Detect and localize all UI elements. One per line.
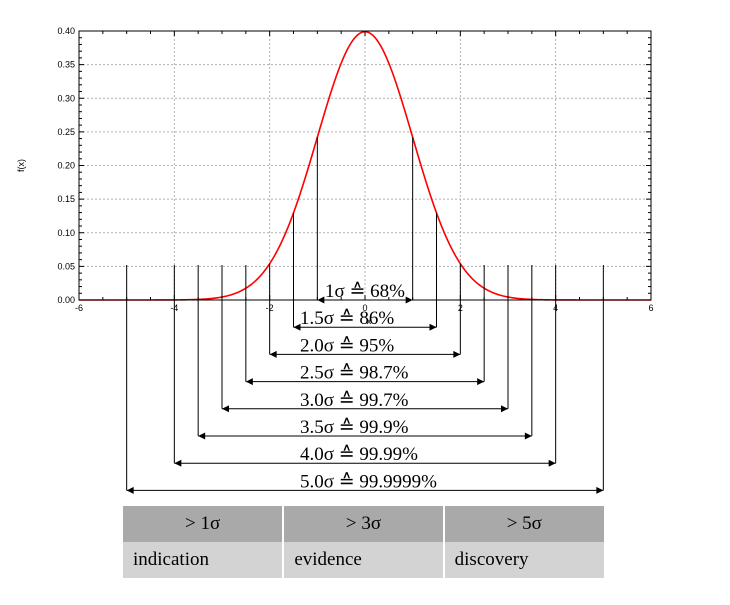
significance-term-row: indication evidence discovery (123, 542, 604, 578)
y-tick-label: 0.00 (57, 295, 75, 305)
significance-header-row: > 1σ > 3σ > 5σ (123, 506, 604, 542)
x-axis-label: x (367, 316, 372, 326)
y-tick-label: 0.10 (57, 228, 75, 238)
header-3sigma: > 3σ (282, 506, 444, 542)
y-tick-label: 0.40 (57, 26, 75, 36)
term-evidence: evidence (282, 542, 444, 578)
sigma-interval-label: 3.5σ ≙ 99.9% (300, 417, 409, 438)
header-1sigma: > 1σ (123, 506, 284, 542)
x-tick-label: 6 (648, 303, 653, 313)
normal-distribution-chart: -6-4-202460.000.050.100.150.200.250.300.… (16, 26, 654, 494)
significance-table: > 1σ > 3σ > 5σ indication evidence disco… (123, 506, 604, 578)
grid (79, 31, 651, 300)
sigma-interval-label: 1σ ≙ 68% (325, 281, 405, 302)
y-tick-label: 0.20 (57, 161, 75, 171)
y-tick-label: 0.05 (57, 261, 75, 271)
y-tick-label: 0.35 (57, 60, 75, 70)
sigma-interval-label: 3.0σ ≙ 99.7% (300, 390, 409, 411)
x-tick-label: -6 (75, 303, 83, 313)
sigma-interval-label: 4.0σ ≙ 99.99% (300, 444, 418, 465)
term-indication: indication (123, 542, 284, 578)
y-tick-label: 0.30 (57, 93, 75, 103)
x-tick-label: 0 (362, 303, 367, 313)
sigma-interval-label: 2.0σ ≙ 95% (300, 335, 394, 356)
term-discovery: discovery (442, 542, 604, 578)
header-5sigma: > 5σ (442, 506, 604, 542)
sigma-intervals: 1σ ≙ 68% 1.5σ ≙ 86% 2.0σ ≙ 95% 2.5σ ≙ 98.7%… (126, 137, 604, 494)
sigma-interval-label: 2.5σ ≙ 98.7% (300, 363, 409, 384)
y-tick-label: 0.25 (57, 127, 75, 137)
sigma-interval-label: 1.5σ ≙ 86% (300, 308, 394, 329)
y-tick-label: 0.15 (57, 194, 75, 204)
y-axis-label: f(x) (16, 159, 26, 172)
sigma-interval-label: 5.0σ ≙ 99.9999% (300, 471, 437, 492)
